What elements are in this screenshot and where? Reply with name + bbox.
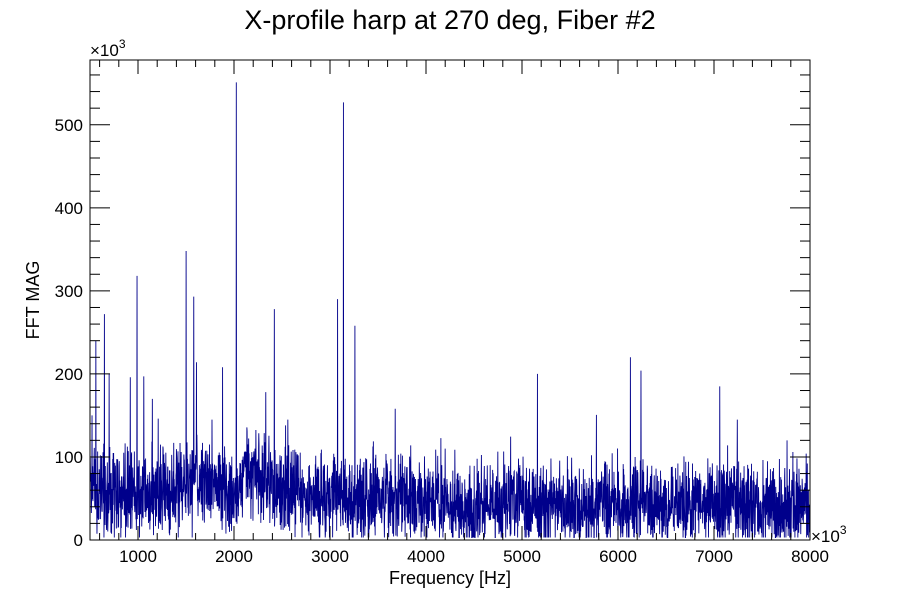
- x-axis-multiplier: ×103: [811, 523, 847, 546]
- y-tick-label: 200: [55, 365, 83, 384]
- x-multiplier-exponent: 3: [840, 523, 847, 537]
- y-multiplier-exponent: 3: [119, 37, 126, 51]
- y-tick-label: 0: [74, 531, 83, 550]
- y-axis-label: FFT MAG: [23, 261, 43, 340]
- x-axis-label: Frequency [Hz]: [389, 568, 511, 588]
- x-tick-label: 7000: [695, 547, 733, 566]
- x-tick-label: 3000: [311, 547, 349, 566]
- y-tick-label: 500: [55, 116, 83, 135]
- x-tick-label: 4000: [407, 547, 445, 566]
- x-axis-ticks: 1000 2000 3000 4000 5000 6000 7000 8000: [99, 60, 829, 566]
- x-tick-label: 6000: [599, 547, 637, 566]
- y-tick-label: 100: [55, 448, 83, 467]
- x-tick-label: 2000: [215, 547, 253, 566]
- y-axis-ticks: 0 100 200 300 400 500: [55, 74, 810, 550]
- plot-frame: [89, 59, 811, 541]
- y-tick-label: 400: [55, 199, 83, 218]
- chart-title: X-profile harp at 270 deg, Fiber #2: [244, 5, 655, 35]
- y-multiplier-base: ×10: [90, 41, 119, 60]
- y-axis-multiplier: ×103: [90, 37, 126, 60]
- x-tick-label: 5000: [503, 547, 541, 566]
- x-tick-label: 1000: [119, 547, 157, 566]
- x-tick-label: 8000: [791, 547, 829, 566]
- fft-magnitude-series: [89, 82, 811, 538]
- x-multiplier-base: ×10: [811, 527, 840, 546]
- y-tick-label: 300: [55, 282, 83, 301]
- series-layer: [89, 82, 811, 538]
